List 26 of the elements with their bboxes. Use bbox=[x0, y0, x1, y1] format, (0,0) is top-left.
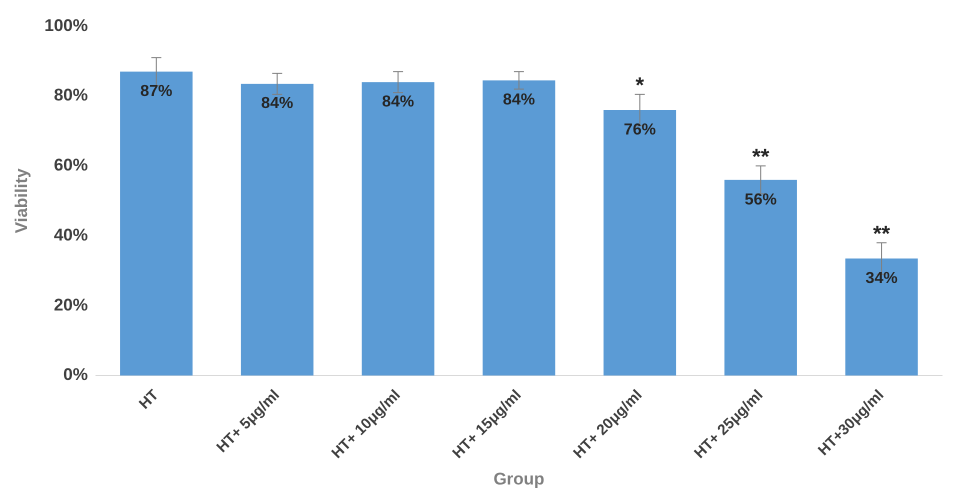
bar bbox=[240, 84, 314, 376]
bar bbox=[604, 110, 676, 376]
data-label: 34% bbox=[866, 270, 898, 287]
y-tick-label: 40% bbox=[54, 225, 88, 244]
annotation: * bbox=[636, 72, 645, 98]
data-label: 87% bbox=[140, 83, 172, 100]
data-label: 84% bbox=[382, 93, 414, 110]
y-tick-label: 20% bbox=[54, 295, 88, 314]
data-label: 84% bbox=[502, 92, 535, 109]
x-axis-title: Group bbox=[493, 469, 544, 488]
bar bbox=[482, 80, 556, 376]
annotation: ** bbox=[873, 220, 891, 246]
data-label: 56% bbox=[744, 191, 777, 208]
x-tick-label: HT bbox=[136, 386, 162, 413]
y-axis-title: Viability bbox=[12, 168, 31, 234]
bar bbox=[362, 82, 434, 376]
data-label: 76% bbox=[624, 121, 656, 138]
data-label: 84% bbox=[261, 95, 294, 112]
y-tick-label: 100% bbox=[44, 16, 88, 35]
bar bbox=[845, 258, 918, 376]
y-tick-label: 80% bbox=[54, 86, 88, 105]
annotation: ** bbox=[752, 144, 770, 169]
y-tick-label: 0% bbox=[63, 365, 88, 384]
bar bbox=[120, 72, 193, 376]
bar bbox=[724, 180, 797, 376]
y-tick-label: 60% bbox=[54, 156, 88, 175]
